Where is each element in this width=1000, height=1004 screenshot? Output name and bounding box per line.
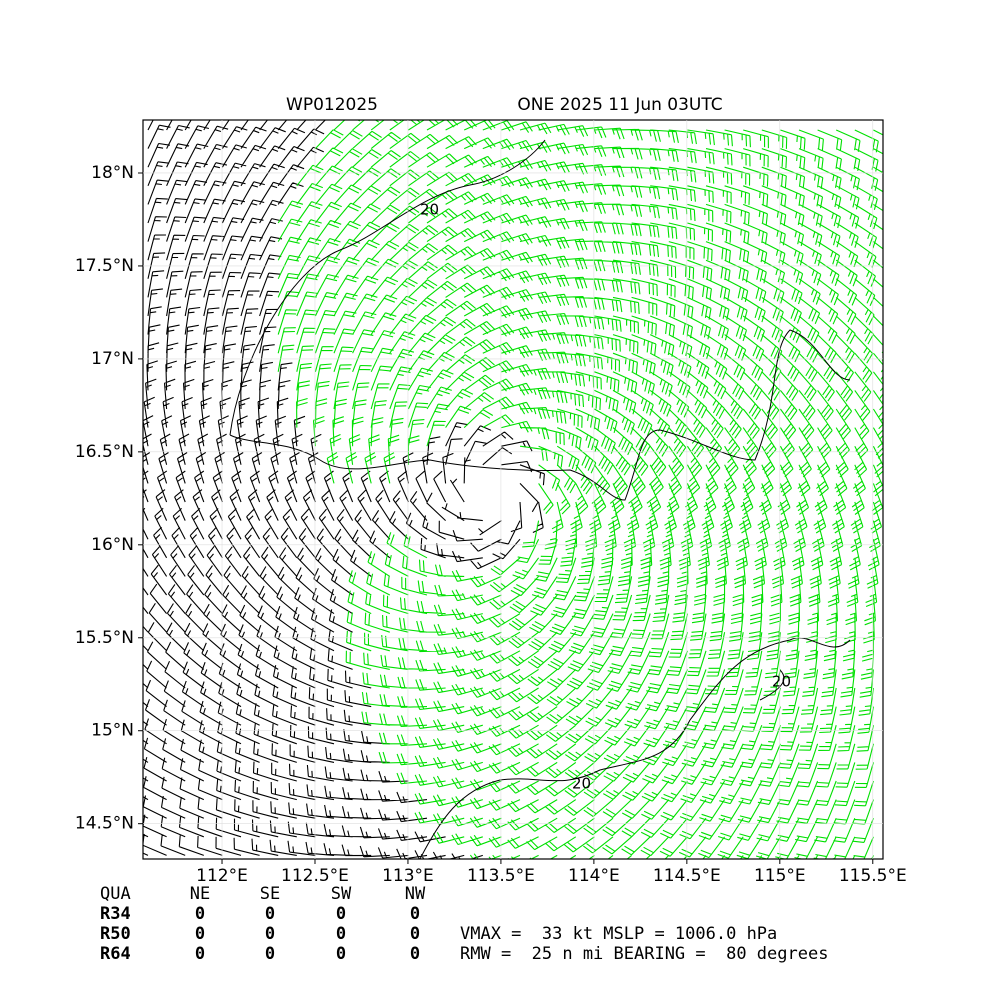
- stats: RMW = 25 n mi BEARING = 80 degrees: [460, 944, 828, 964]
- x-tick-label: 114.5°E: [653, 866, 721, 886]
- barb-group: [143, 120, 545, 859]
- x-tick-label: 113.5°E: [467, 866, 535, 886]
- table-cell: 0: [336, 904, 346, 924]
- table-cell: R50: [100, 924, 131, 944]
- y-tick-label: 15.5°N: [75, 628, 134, 648]
- y-tick-label: 15°N: [91, 721, 134, 741]
- y-tick-label: 16.5°N: [75, 442, 134, 462]
- table-header: SE: [260, 884, 280, 904]
- title: ONE 2025 11 Jun 03UTC: [517, 95, 722, 115]
- table-cell: R34: [100, 904, 131, 924]
- table-cell: 0: [410, 924, 420, 944]
- y-tick-label: 14.5°N: [75, 814, 134, 834]
- table-cell: 0: [265, 924, 275, 944]
- contour-label: 20: [420, 201, 439, 219]
- y-tick-label: 17.5°N: [75, 256, 134, 276]
- table-cell: 0: [195, 924, 205, 944]
- stats: VMAX = 33 kt MSLP = 1006.0 hPa: [460, 924, 777, 944]
- title: WP012025: [286, 95, 378, 115]
- barb-group: [277, 120, 883, 859]
- table-cell: 0: [410, 944, 420, 964]
- wind-barbs: [143, 120, 883, 859]
- x-tick-label: 115.5°E: [839, 866, 907, 886]
- y-tick-label: 16°N: [91, 535, 134, 555]
- contour-label: 20: [572, 775, 591, 793]
- x-tick-label: 112°E: [196, 866, 248, 886]
- contour-label: 20: [772, 673, 791, 691]
- table-cell: 0: [265, 904, 275, 924]
- contour-line: [759, 669, 785, 701]
- table-cell: 0: [265, 944, 275, 964]
- coastline: [419, 637, 851, 859]
- plot-frame: [142, 119, 884, 860]
- y-tick-label: 17°N: [91, 349, 134, 369]
- table-cell: R64: [100, 944, 131, 964]
- table-header: NW: [405, 884, 426, 904]
- x-tick-label: 114°E: [568, 866, 620, 886]
- table-header: SW: [331, 884, 352, 904]
- coastline: [229, 329, 851, 501]
- table-header: NE: [190, 884, 210, 904]
- axes: 112°E 112.5°E 113°E 113.5°E 114°E 114.5°E 115°…: [75, 120, 907, 886]
- x-tick-label: 113°E: [382, 866, 434, 886]
- table-cell: 0: [336, 924, 346, 944]
- table-cell: 0: [195, 944, 205, 964]
- x-tick-label: 115°E: [754, 866, 806, 886]
- table-cell: 0: [410, 904, 420, 924]
- x-tick-label: 112.5°E: [281, 866, 349, 886]
- table-header: QUA: [100, 884, 131, 904]
- y-tick-label: 18°N: [91, 163, 134, 183]
- table-cell: 0: [336, 944, 346, 964]
- table-cell: 0: [195, 904, 205, 924]
